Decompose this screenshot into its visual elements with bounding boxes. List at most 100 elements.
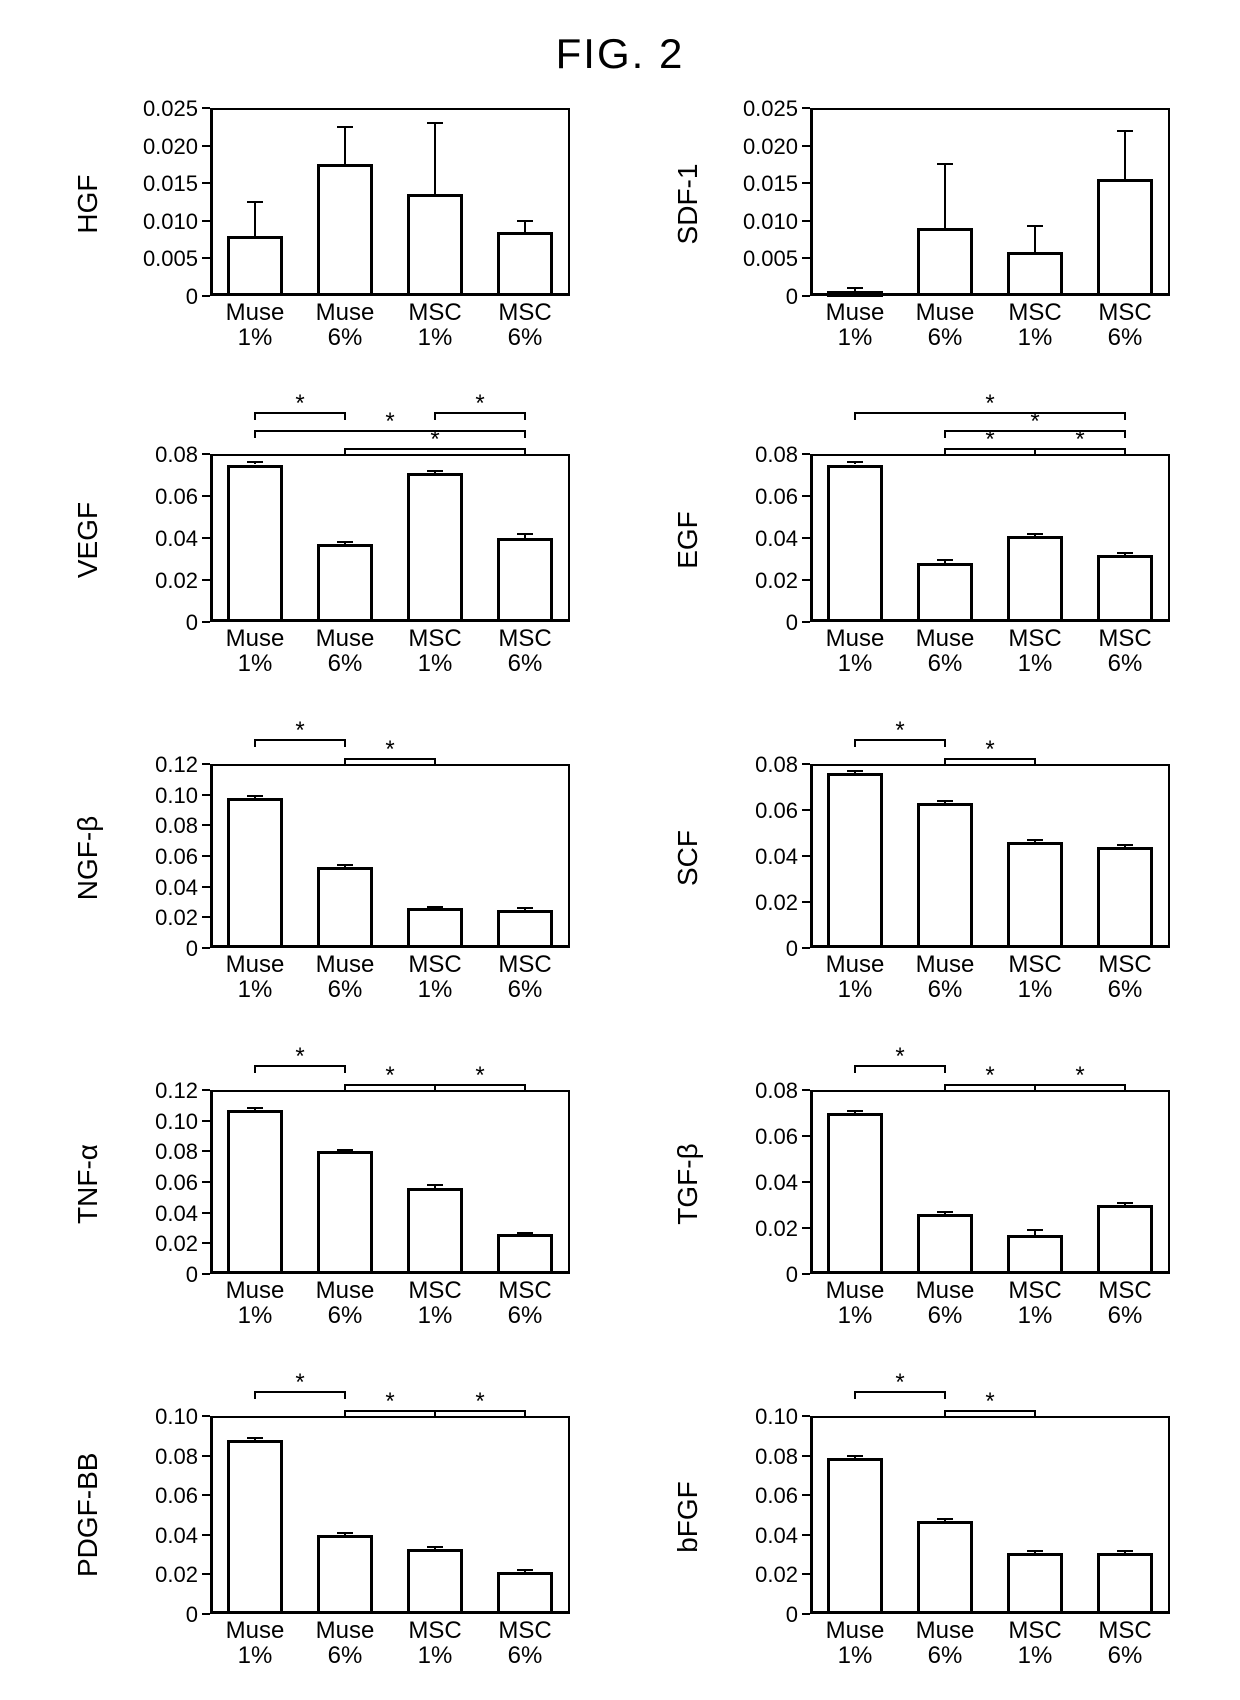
sig-bracket [1124, 430, 1126, 438]
ytick-label: 0 [708, 610, 798, 636]
ylabel: VEGF [72, 480, 104, 600]
errorbar-cap [517, 1569, 533, 1571]
ytick [202, 1212, 210, 1214]
ytick [202, 453, 210, 455]
ytick [802, 182, 810, 184]
sig-bracket [944, 758, 946, 766]
xlabel: MSC1% [390, 626, 480, 676]
ytick-label: 0.06 [708, 1483, 798, 1509]
sig-bracket [944, 1065, 946, 1073]
xlabel: MSC6% [1080, 626, 1170, 676]
sig-bracket [344, 758, 346, 766]
bar [497, 910, 553, 948]
sig-bracket [524, 1410, 526, 1418]
sig-star: * [290, 717, 310, 745]
ytick-label: 0.06 [108, 1170, 198, 1196]
xlabel: Muse1% [210, 626, 300, 676]
ytick-label: 0 [108, 284, 198, 310]
bar [407, 473, 463, 622]
ytick-label: 0.06 [708, 1124, 798, 1150]
panel-grid: HGF00.0050.0100.0150.0200.025Muse1%Muse6… [70, 100, 1180, 1678]
errorbar [944, 164, 946, 228]
ytick-label: 0.02 [108, 905, 198, 931]
ytick-label: 0.04 [108, 526, 198, 552]
bar [497, 1572, 553, 1614]
sig-star: * [1070, 1062, 1090, 1090]
errorbar-cap [847, 1455, 863, 1457]
ytick-label: 0.005 [108, 246, 198, 272]
errorbar-cap [1027, 1229, 1043, 1231]
sig-star: * [380, 1062, 400, 1090]
sig-bracket [1124, 448, 1126, 456]
bar [407, 1549, 463, 1614]
ytick-label: 0.015 [108, 171, 198, 197]
sig-bracket [344, 448, 346, 456]
ytick-label: 0.08 [708, 1444, 798, 1470]
ytick-label: 0.02 [708, 1216, 798, 1242]
ytick-label: 0.025 [708, 96, 798, 122]
xlabel: Muse6% [300, 1618, 390, 1668]
bar [227, 798, 283, 948]
xlabel: Muse1% [210, 952, 300, 1002]
ytick [202, 1089, 210, 1091]
ytick [802, 1227, 810, 1229]
errorbar-cap [517, 220, 533, 222]
errorbar-cap [427, 1184, 443, 1186]
bar [497, 232, 553, 296]
ytick [802, 295, 810, 297]
panel-egf: EGF00.020.040.060.08Muse1%Muse6%MSC1%MSC… [670, 388, 1180, 686]
errorbar-cap [847, 461, 863, 463]
errorbar [1124, 131, 1126, 180]
errorbar-cap [1117, 552, 1133, 554]
xlabel: MSC6% [480, 952, 570, 1002]
sig-star: * [980, 390, 1000, 418]
ylabel: SCF [672, 798, 704, 918]
xlabel: Muse6% [300, 626, 390, 676]
ytick-label: 0.06 [708, 484, 798, 510]
bar [407, 194, 463, 296]
errorbar-cap [247, 1437, 263, 1439]
sig-bracket [854, 739, 856, 747]
ytick-label: 0.02 [108, 1231, 198, 1257]
xlabel: Muse6% [300, 952, 390, 1002]
ytick [202, 1455, 210, 1457]
ytick-label: 0.06 [108, 844, 198, 870]
xlabel: Muse6% [900, 1618, 990, 1668]
ytick [802, 579, 810, 581]
errorbar-cap [847, 287, 863, 289]
ytick-label: 0.04 [108, 1201, 198, 1227]
sig-bracket [344, 1391, 346, 1399]
errorbar-cap [427, 122, 443, 124]
xlabel: MSC1% [990, 1618, 1080, 1668]
sig-bracket [1124, 1084, 1126, 1092]
sig-bracket [854, 412, 856, 420]
ylabel: NGF-β [72, 798, 104, 918]
ytick [802, 453, 810, 455]
bar [827, 1113, 883, 1274]
ytick-label: 0.12 [108, 1078, 198, 1104]
sig-bracket [254, 739, 256, 747]
ytick-label: 0.08 [708, 752, 798, 778]
sig-bracket [524, 412, 526, 420]
ytick-label: 0.08 [708, 1078, 798, 1104]
panel-bfgf: bFGF00.020.040.060.080.10Muse1%Muse6%MSC… [670, 1366, 1180, 1678]
ytick [202, 1150, 210, 1152]
bar [407, 1188, 463, 1274]
errorbar-cap [1027, 1550, 1043, 1552]
bar [317, 544, 373, 622]
sig-bracket [1034, 1084, 1036, 1092]
panel-sdf1: SDF-100.0050.0100.0150.0200.025Muse1%Mus… [670, 100, 1180, 360]
sig-bracket [1124, 412, 1126, 420]
xlabel: MSC6% [480, 1618, 570, 1668]
sig-star: * [425, 426, 445, 454]
sig-star: * [1025, 408, 1045, 436]
xlabel: MSC1% [390, 1618, 480, 1668]
xlabel: Muse1% [810, 952, 900, 1002]
sig-bracket [344, 1410, 346, 1418]
bar [317, 867, 373, 948]
sig-bracket [254, 412, 256, 420]
sig-bracket [344, 1065, 346, 1073]
errorbar-cap [1117, 1202, 1133, 1204]
xlabel: Muse6% [900, 626, 990, 676]
ytick [202, 579, 210, 581]
